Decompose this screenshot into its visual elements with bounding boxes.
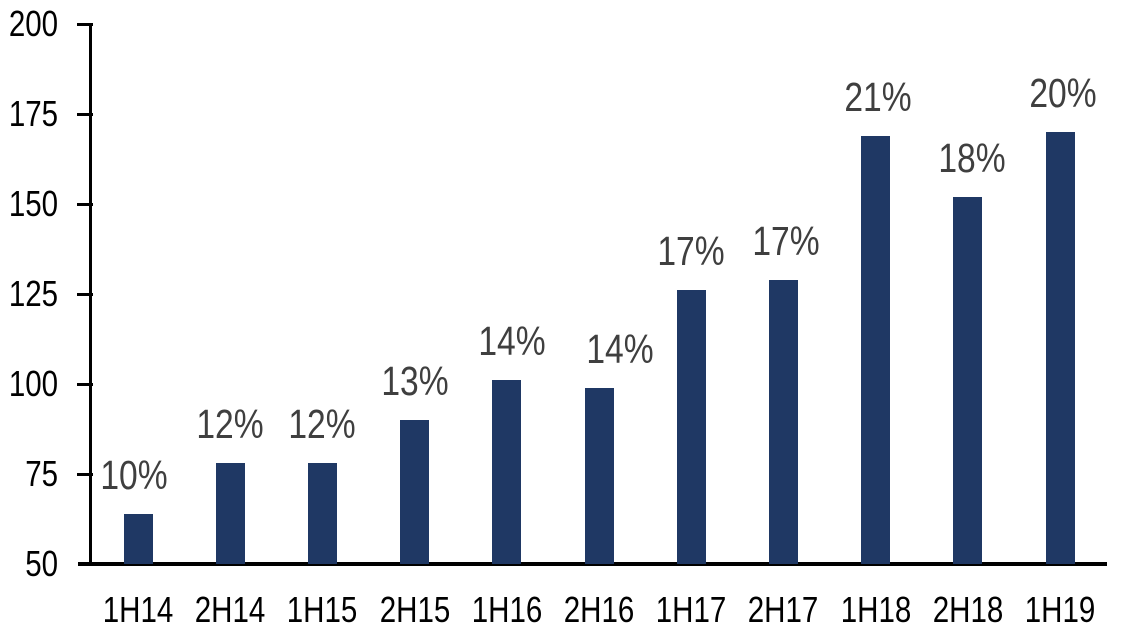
y-axis-tick-label: 200: [8, 3, 58, 44]
y-axis-tick: [77, 382, 93, 386]
y-axis-tick: [77, 22, 93, 26]
bar: [123, 513, 153, 564]
x-axis-label: 2H14: [194, 589, 266, 630]
bar: [215, 463, 245, 564]
bar-value-label: 12%: [288, 401, 357, 448]
bar-value-label: 14%: [586, 325, 654, 372]
y-axis-tick: [77, 292, 93, 296]
bar-value-label: 13%: [380, 358, 449, 404]
y-axis-tick-label: 150: [8, 183, 58, 224]
bar-value-label: 18%: [938, 134, 1006, 181]
x-axis-label: 1H17: [655, 589, 727, 630]
x-axis-label: 1H16: [471, 589, 543, 630]
bar-value-label: 17%: [752, 217, 821, 264]
y-axis-tick-label: 175: [8, 93, 58, 134]
x-axis-label: 1H15: [287, 589, 358, 630]
y-axis-tick-label: 75: [25, 453, 58, 494]
y-axis-tick: [77, 472, 93, 476]
x-axis-label: 2H16: [563, 589, 635, 630]
bar-value-label: 10%: [100, 451, 168, 498]
bar: [492, 380, 522, 564]
bar: [676, 290, 706, 564]
bar: [953, 196, 983, 564]
y-axis-tick-label: 100: [8, 363, 58, 404]
y-axis-tick: [77, 202, 93, 206]
bar-value-label: 12%: [196, 401, 264, 448]
bar-value-label: 20%: [1029, 70, 1097, 116]
y-axis-tick-label: 125: [8, 273, 58, 314]
bar: [584, 387, 614, 564]
x-axis-label: 2H15: [379, 589, 450, 630]
bar: [768, 279, 798, 564]
x-axis-label: 2H17: [748, 589, 819, 630]
x-axis-label: 1H18: [840, 589, 911, 630]
x-axis-label: 1H19: [1024, 589, 1096, 630]
bar-value-label: 14%: [478, 318, 546, 365]
bar: [1045, 132, 1075, 564]
x-axis-label: 2H18: [932, 589, 1004, 630]
x-axis-line: [78, 562, 1107, 566]
bar: [400, 420, 430, 564]
bar-value-label: 21%: [843, 73, 912, 120]
bar-value-label: 17%: [657, 228, 725, 275]
x-axis-label: 1H14: [102, 589, 174, 630]
bar: [861, 135, 891, 564]
y-axis-tick-label: 50: [25, 543, 58, 584]
y-axis-tick: [77, 112, 93, 116]
bar: [307, 463, 337, 564]
